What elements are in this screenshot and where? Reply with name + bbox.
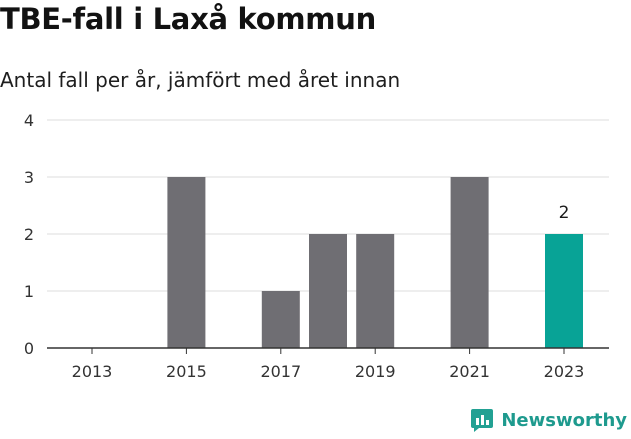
- bar: [167, 177, 206, 348]
- y-tick-label: 0: [24, 339, 34, 358]
- brand-name: Newsworthy: [501, 409, 627, 431]
- x-tick-label: 2019: [355, 362, 396, 381]
- y-tick-label: 2: [24, 225, 34, 244]
- x-tick-label: 2015: [166, 362, 207, 381]
- newsworthy-logo-icon: [471, 409, 494, 432]
- bar: [261, 291, 300, 348]
- y-tick-label: 3: [24, 168, 34, 187]
- bar: [450, 177, 489, 348]
- data-label: 2: [559, 203, 570, 223]
- newsworthy-brand: Newsworthy: [469, 407, 627, 433]
- chart-subtitle: Antal fall per år, jämfört med året inna…: [0, 68, 401, 92]
- highlight-bar: [545, 234, 583, 348]
- x-tick-label: 2023: [544, 362, 585, 381]
- bar: [356, 234, 395, 348]
- bar: [309, 234, 347, 348]
- x-tick-label: 2017: [260, 362, 301, 381]
- y-tick-label: 1: [24, 282, 34, 301]
- bar-chart: 0 1 2 3 4 2 2013 2015 2017 2019 2021 2023: [24, 111, 609, 381]
- x-tick-label: 2013: [72, 362, 113, 381]
- chart-title: TBE-fall i Laxå kommun: [0, 2, 376, 36]
- x-tick-label: 2021: [449, 362, 490, 381]
- y-tick-label: 4: [24, 111, 34, 130]
